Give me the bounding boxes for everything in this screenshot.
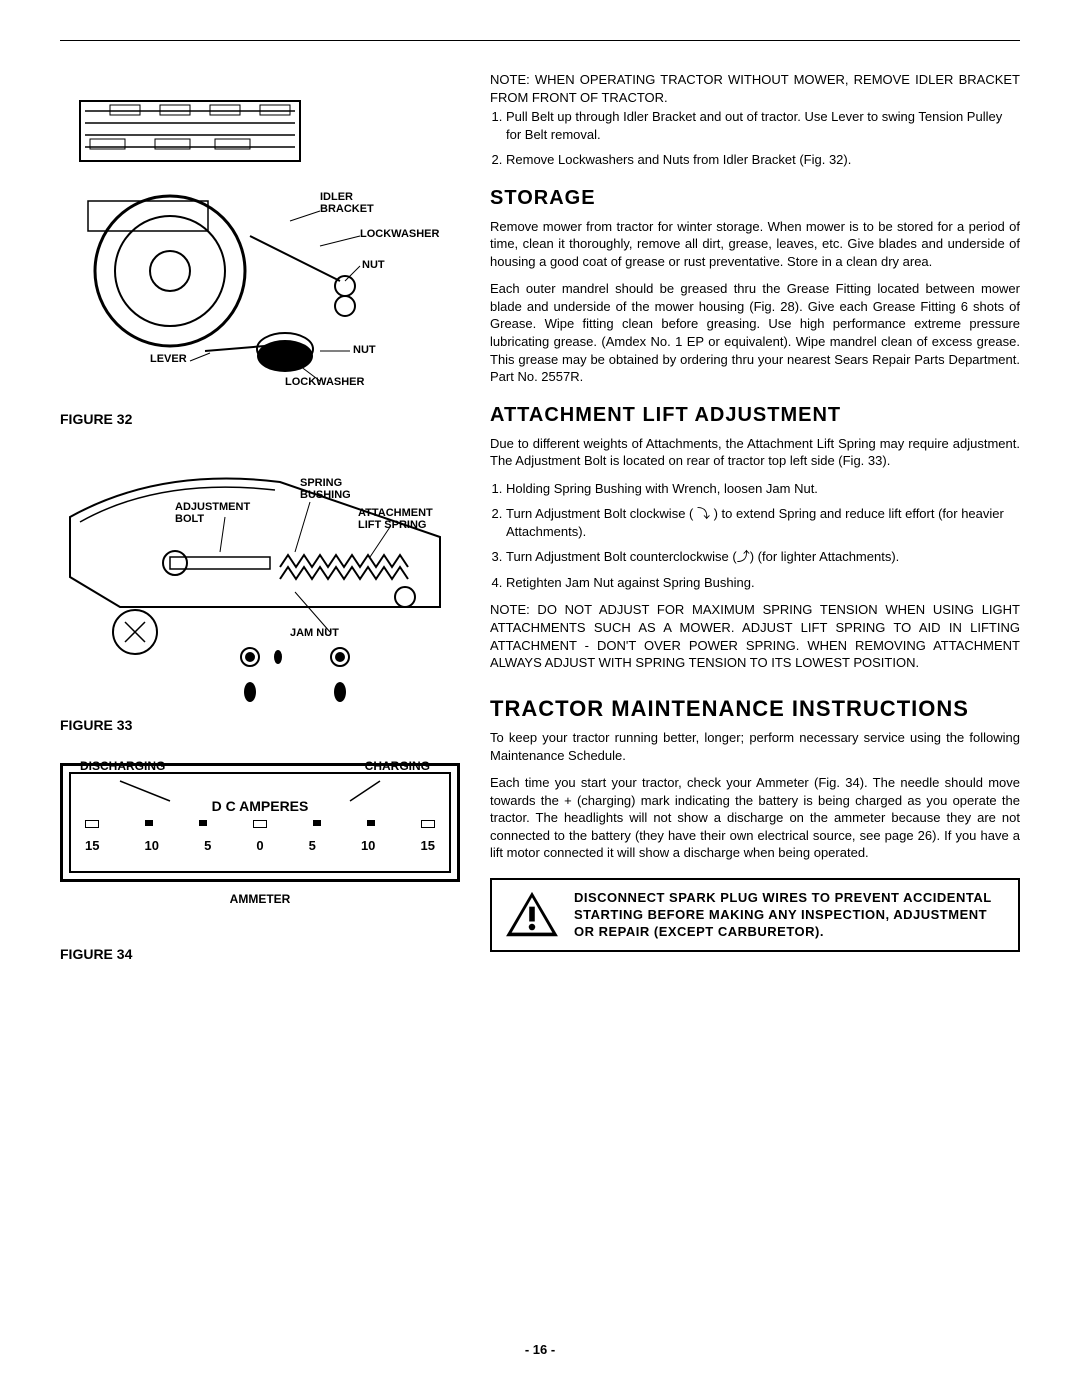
top-list-1: Pull Belt up through Idler Bracket and o… [506, 108, 1020, 143]
top-rule [60, 40, 1020, 41]
scale-6: 15 [420, 838, 434, 853]
figure-32-diagram [60, 81, 460, 411]
scale-3: 0 [256, 838, 263, 853]
attach-heading: ATTACHMENT LIFT ADJUSTMENT [490, 404, 1020, 427]
maint-p2: Each time you start your tractor, check … [490, 774, 1020, 862]
storage-p1: Remove mower from tractor for winter sto… [490, 218, 1020, 271]
attach-list: Holding Spring Bushing with Wrench, loos… [490, 480, 1020, 592]
callout-jam-nut: JAM NUT [290, 627, 339, 639]
storage-heading: STORAGE [490, 187, 1020, 210]
callout-idler-bracket: IDLERBRACKET [320, 191, 374, 215]
attach-list-2: Turn Adjustment Bolt clockwise ( ⤵ ) to … [506, 505, 1020, 540]
callout-lockwasher-2: LOCKWASHER [285, 376, 364, 388]
ammeter-scale: 15 10 5 0 5 10 15 [85, 838, 435, 853]
attach-list-4: Retighten Jam Nut against Spring Bushing… [506, 574, 1020, 592]
ammeter-inner: D C AMPERES 15 10 5 0 5 10 15 [69, 772, 451, 873]
figure-33-diagram [60, 457, 460, 717]
callout-nut-1: NUT [362, 259, 385, 271]
ammeter-box: D C AMPERES 15 10 5 0 5 10 15 [60, 763, 460, 882]
warning-box: DISCONNECT SPARK PLUG WIRES TO PREVENT A… [490, 878, 1020, 953]
callout-lever: LEVER [150, 353, 187, 365]
figure-33-caption: FIGURE 33 [60, 717, 460, 733]
scale-1: 10 [145, 838, 159, 853]
attach-list-3: Turn Adjustment Bolt counterclockwise (⤴… [506, 548, 1020, 566]
ammeter-title: D C AMPERES [85, 798, 435, 814]
callout-lift-spring: ATTACHMENTLIFT SPRING [358, 507, 433, 531]
callout-spring-bushing: SPRINGBUSHING [300, 477, 351, 501]
callout-adjustment-bolt: ADJUSTMENTBOLT [175, 501, 250, 525]
ammeter-label: AMMETER [60, 892, 460, 906]
scale-4: 5 [309, 838, 316, 853]
maint-heading: TRACTOR MAINTENANCE INSTRUCTIONS [490, 696, 1020, 721]
scale-0: 15 [85, 838, 99, 853]
callout-nut-2: NUT [353, 344, 376, 356]
ammeter-ticks [85, 820, 435, 828]
attach-p1: Due to different weights of Attachments,… [490, 435, 1020, 470]
callout-lockwasher-1: LOCKWASHER [360, 228, 439, 240]
top-list: Pull Belt up through Idler Bracket and o… [490, 108, 1020, 169]
top-list-2: Remove Lockwashers and Nuts from Idler B… [506, 151, 1020, 169]
left-column: IDLERBRACKET LOCKWASHER NUT LEVER NUT LO… [60, 71, 460, 992]
warning-text: DISCONNECT SPARK PLUG WIRES TO PREVENT A… [574, 890, 1006, 941]
page-columns: IDLERBRACKET LOCKWASHER NUT LEVER NUT LO… [60, 71, 1020, 992]
figure-33: SPRINGBUSHING ADJUSTMENTBOLT ATTACHMENTL… [60, 457, 460, 717]
figure-34-wrap: DISCHARGING CHARGING D C AMPERES 15 10 [60, 763, 460, 906]
note-top: NOTE: WHEN OPERATING TRACTOR WITHOUT MOW… [490, 71, 1020, 106]
page-number: - 16 - [525, 1342, 555, 1357]
scale-5: 10 [361, 838, 375, 853]
figure-32: IDLERBRACKET LOCKWASHER NUT LEVER NUT LO… [60, 81, 460, 411]
scale-2: 5 [204, 838, 211, 853]
warning-icon [504, 890, 560, 940]
right-column: NOTE: WHEN OPERATING TRACTOR WITHOUT MOW… [490, 71, 1020, 992]
attach-list-1: Holding Spring Bushing with Wrench, loos… [506, 480, 1020, 498]
figure-34-caption: FIGURE 34 [60, 946, 460, 962]
storage-p2: Each outer mandrel should be greased thr… [490, 280, 1020, 385]
maint-p1: To keep your tractor running better, lon… [490, 729, 1020, 764]
charging-label: CHARGING [365, 759, 430, 773]
discharging-label: DISCHARGING [80, 759, 165, 773]
attach-note: NOTE: DO NOT ADJUST FOR MAXIMUM SPRING T… [490, 601, 1020, 671]
figure-32-caption: FIGURE 32 [60, 411, 460, 427]
